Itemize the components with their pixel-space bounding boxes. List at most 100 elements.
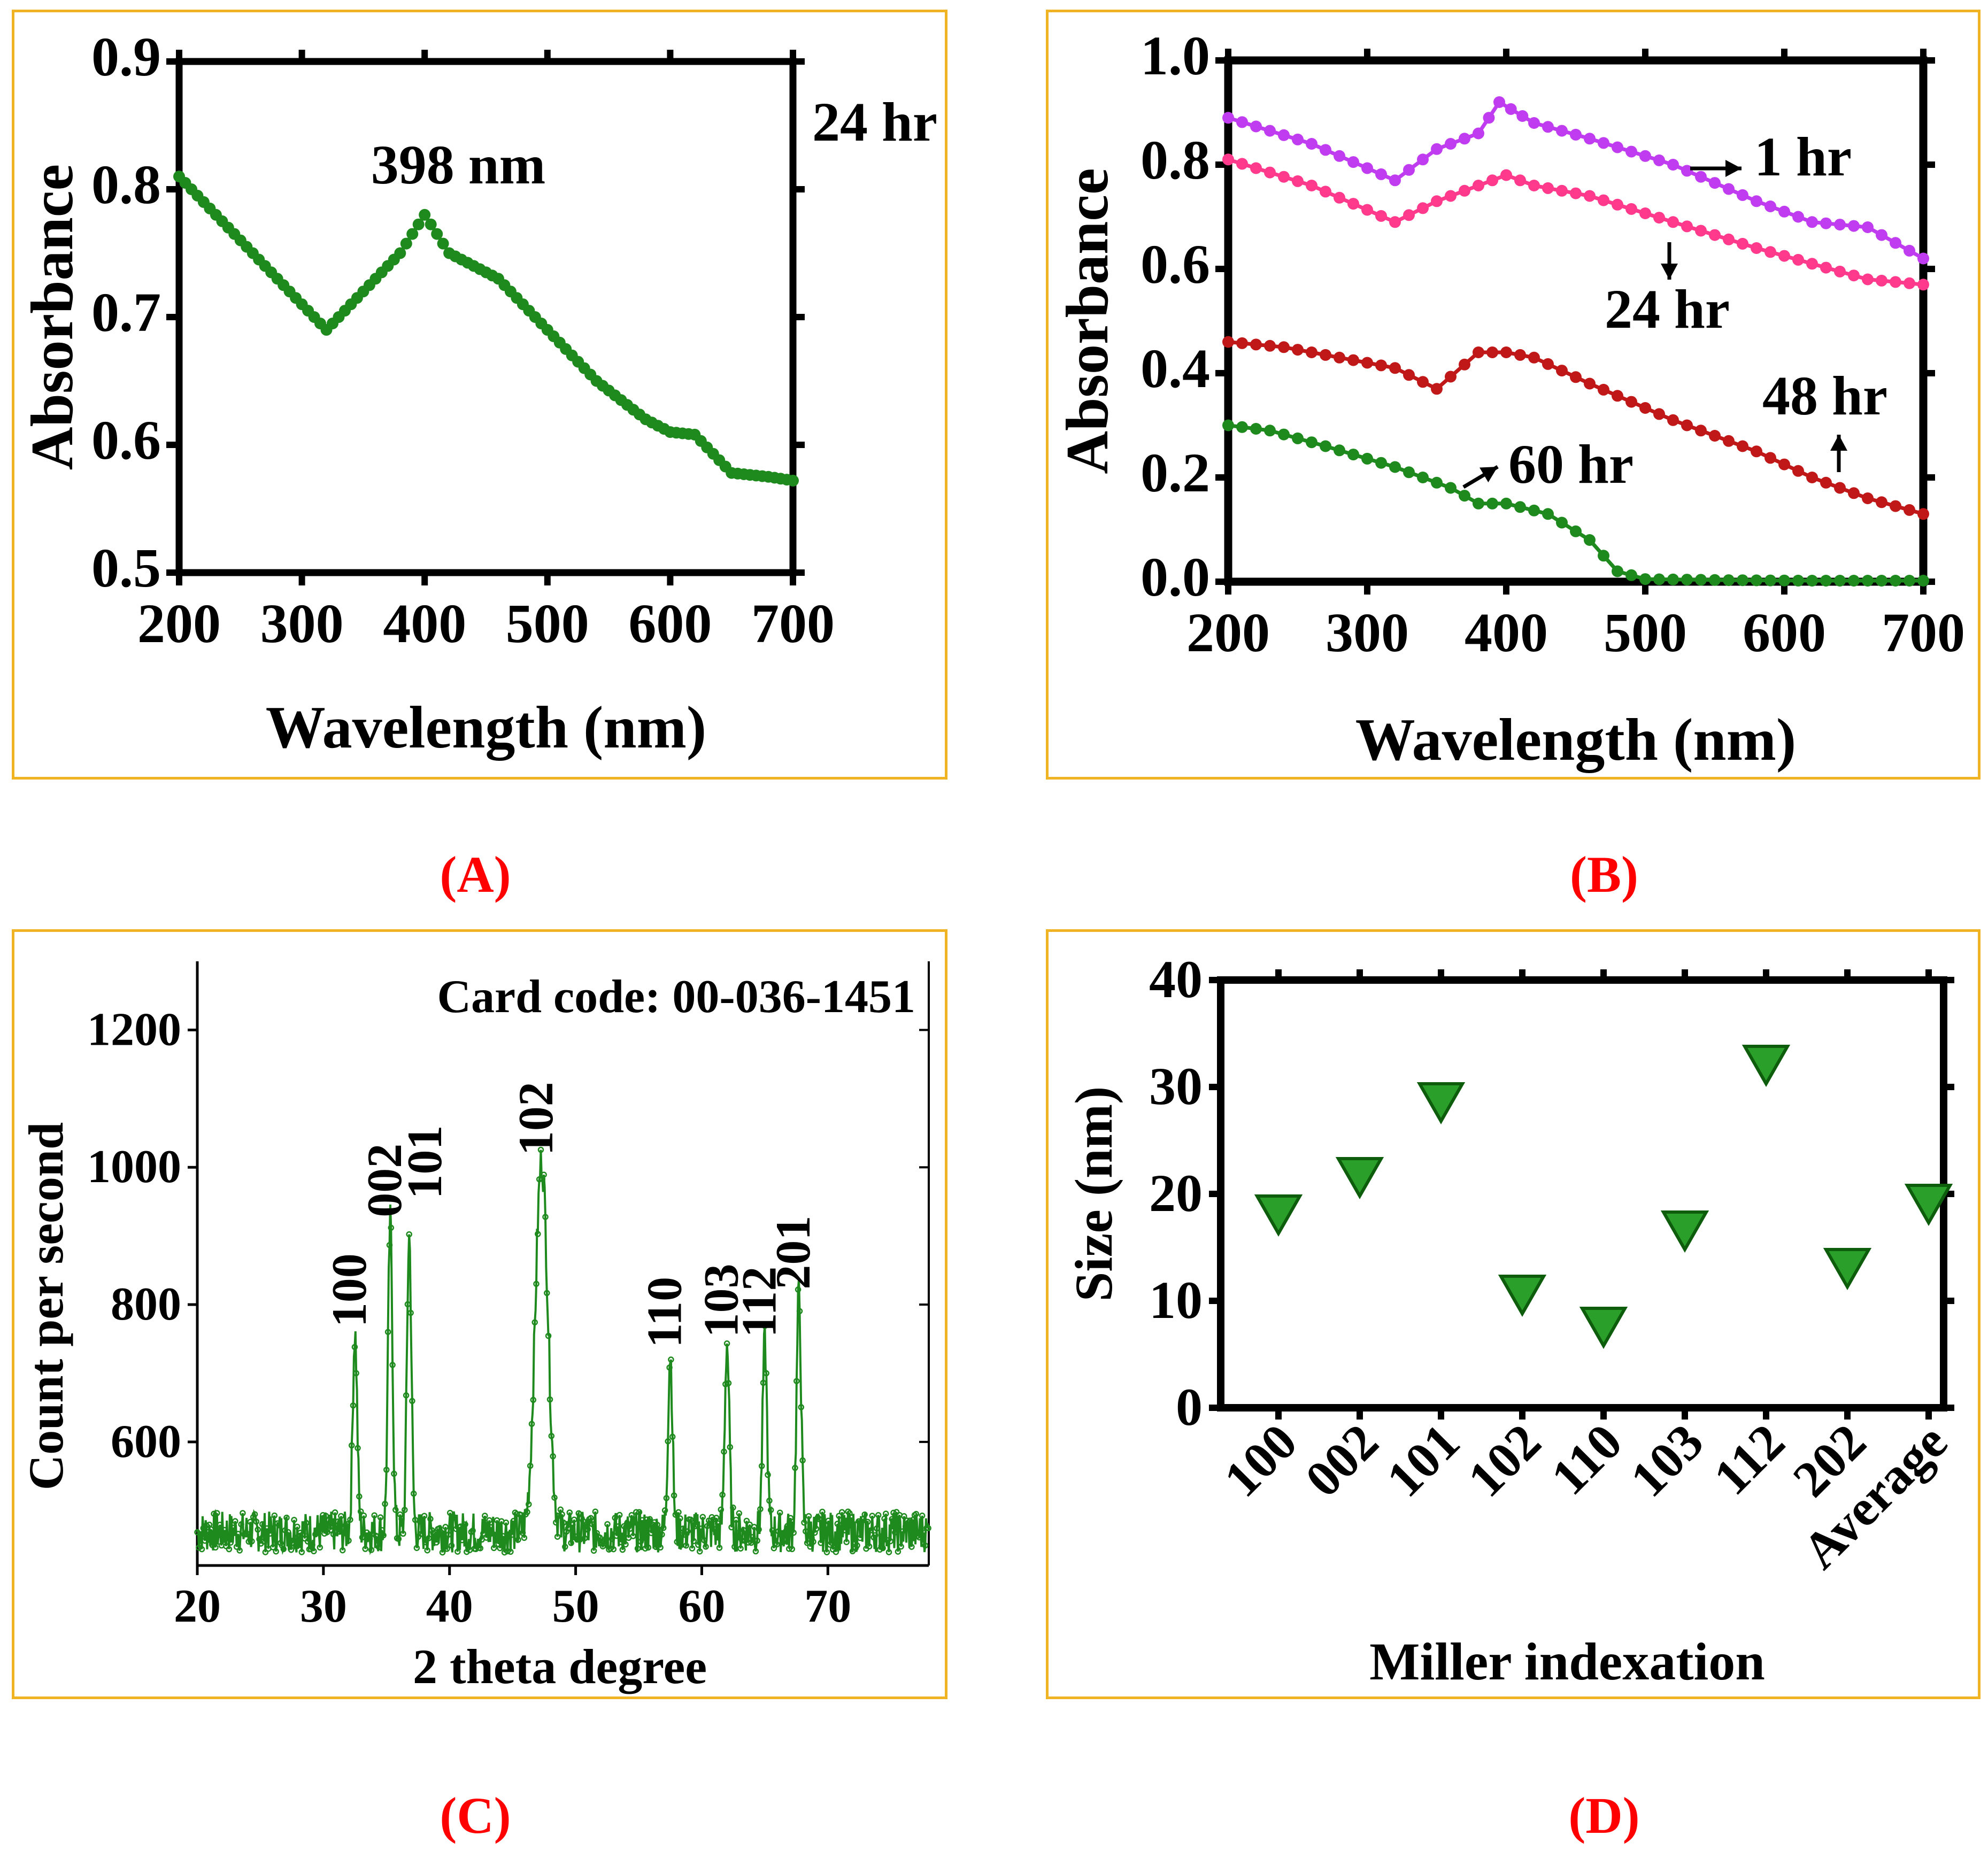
c-data-point [351, 1344, 358, 1351]
d-xtick-label: 102 [1457, 1413, 1551, 1507]
b-series-2 [1222, 336, 1929, 520]
c-data-point [359, 1534, 366, 1541]
b-data-point [1473, 346, 1484, 358]
b-arrow-1hr-head [1725, 160, 1742, 177]
b-data-point [1806, 472, 1818, 483]
c-data-point [230, 1524, 237, 1531]
c-data-point [898, 1543, 904, 1550]
c-data-point [752, 1548, 759, 1555]
c-data-point [253, 1518, 260, 1525]
a-data-point [406, 228, 419, 240]
b-data-point [1417, 376, 1429, 388]
c-data-point [678, 1532, 685, 1539]
b-data-point [1723, 183, 1735, 195]
b-data-point [1528, 117, 1540, 129]
c-xtick-label: 30 [300, 1580, 347, 1632]
c-card-annotation: Card code: 00-036-1451 [437, 971, 915, 1023]
c-data-point [444, 1546, 450, 1552]
b-data-point [1792, 253, 1804, 266]
panel-label-c: (C) [440, 1787, 511, 1844]
b-data-point [1334, 150, 1345, 162]
b-ytick-label: 0.0 [1141, 546, 1210, 608]
c-data-point [765, 1471, 771, 1478]
c-data-point [758, 1463, 765, 1469]
b-data-point [1347, 354, 1359, 366]
b-x-axis-title: Wavelength (nm) [1355, 707, 1796, 773]
c-data-point [244, 1531, 251, 1537]
panel-label-a: (A) [440, 846, 511, 903]
b-data-point [1306, 180, 1317, 191]
c-data-point [590, 1547, 597, 1554]
d-ytick-label: 10 [1149, 1270, 1203, 1330]
b-data-point [1417, 472, 1429, 483]
c-data-point [375, 1544, 382, 1551]
c-data-point [884, 1537, 891, 1544]
c-data-point [497, 1545, 503, 1552]
b-data-point [1292, 432, 1304, 444]
c-data-point [203, 1522, 210, 1529]
c-data-point [694, 1521, 700, 1528]
d-data-point [1904, 1184, 1953, 1227]
c-data-point [335, 1518, 341, 1525]
c-data-point [683, 1542, 689, 1549]
b-data-point [1493, 96, 1505, 108]
b-data-point [1278, 341, 1290, 353]
c-data-point [731, 1544, 738, 1550]
c-data-point [404, 1301, 411, 1308]
c-data-point [616, 1511, 623, 1518]
c-data-point [739, 1537, 745, 1544]
c-data-point [677, 1515, 683, 1522]
b-data-point [1306, 436, 1317, 449]
b-series-3 [1222, 419, 1929, 587]
b-data-point [1639, 573, 1651, 585]
b-data-point [1542, 358, 1554, 370]
c-data-point [249, 1538, 255, 1545]
c-data-point [689, 1545, 696, 1552]
c-ytick-label: 600 [111, 1416, 181, 1468]
b-data-point [1542, 121, 1554, 133]
c-data-point [713, 1515, 720, 1521]
c-data-point [238, 1521, 244, 1528]
b-data-point [1848, 487, 1860, 499]
b-data-point [1264, 425, 1276, 437]
c-data-point [217, 1522, 224, 1528]
c-data-point [630, 1533, 636, 1539]
c-data-point [681, 1531, 688, 1538]
b-data-point [1584, 534, 1596, 546]
c-data-point [745, 1539, 751, 1546]
b-data-point [1917, 508, 1929, 520]
b-data-point [1904, 244, 1915, 257]
c-data-point [379, 1526, 386, 1533]
b-data-point [1806, 575, 1818, 587]
a-data-point [419, 209, 431, 221]
b-data-point [1264, 125, 1276, 137]
c-data-point [624, 1520, 630, 1526]
c-data-point [545, 1332, 552, 1339]
c-data-point [355, 1445, 361, 1452]
c-data-point [492, 1532, 499, 1539]
c-data-point [728, 1524, 735, 1531]
c-xtick-label: 40 [426, 1580, 473, 1632]
d-xtick-label: 103 [1619, 1413, 1714, 1507]
b-data-point [1764, 574, 1776, 587]
b-data-point [1500, 346, 1512, 358]
b-xtick-label: 400 [1465, 602, 1548, 664]
b-data-point [1876, 496, 1887, 508]
c-data-point [226, 1546, 233, 1553]
c-data-point [718, 1506, 725, 1513]
c-data-point [368, 1547, 375, 1553]
b-legend-60hr: 60 hr [1508, 434, 1633, 495]
b-data-point [1334, 444, 1345, 457]
b-data-point [1862, 273, 1874, 286]
chart-b: 200 300 400 500 600 700 0.0 0.2 0.4 0.6 0.8 1.0 Wave… [1054, 25, 1965, 773]
d-data-point [1416, 1082, 1466, 1125]
b-data-point [1431, 476, 1443, 489]
c-data-point [774, 1541, 780, 1548]
c-data-point [637, 1538, 644, 1545]
b-data-point [1403, 164, 1415, 176]
c-data-point [769, 1527, 776, 1534]
c-data-point [805, 1513, 812, 1520]
a-ytick-label: 0.5 [91, 537, 161, 599]
c-data-point [701, 1537, 707, 1544]
c-data-point [503, 1520, 510, 1526]
